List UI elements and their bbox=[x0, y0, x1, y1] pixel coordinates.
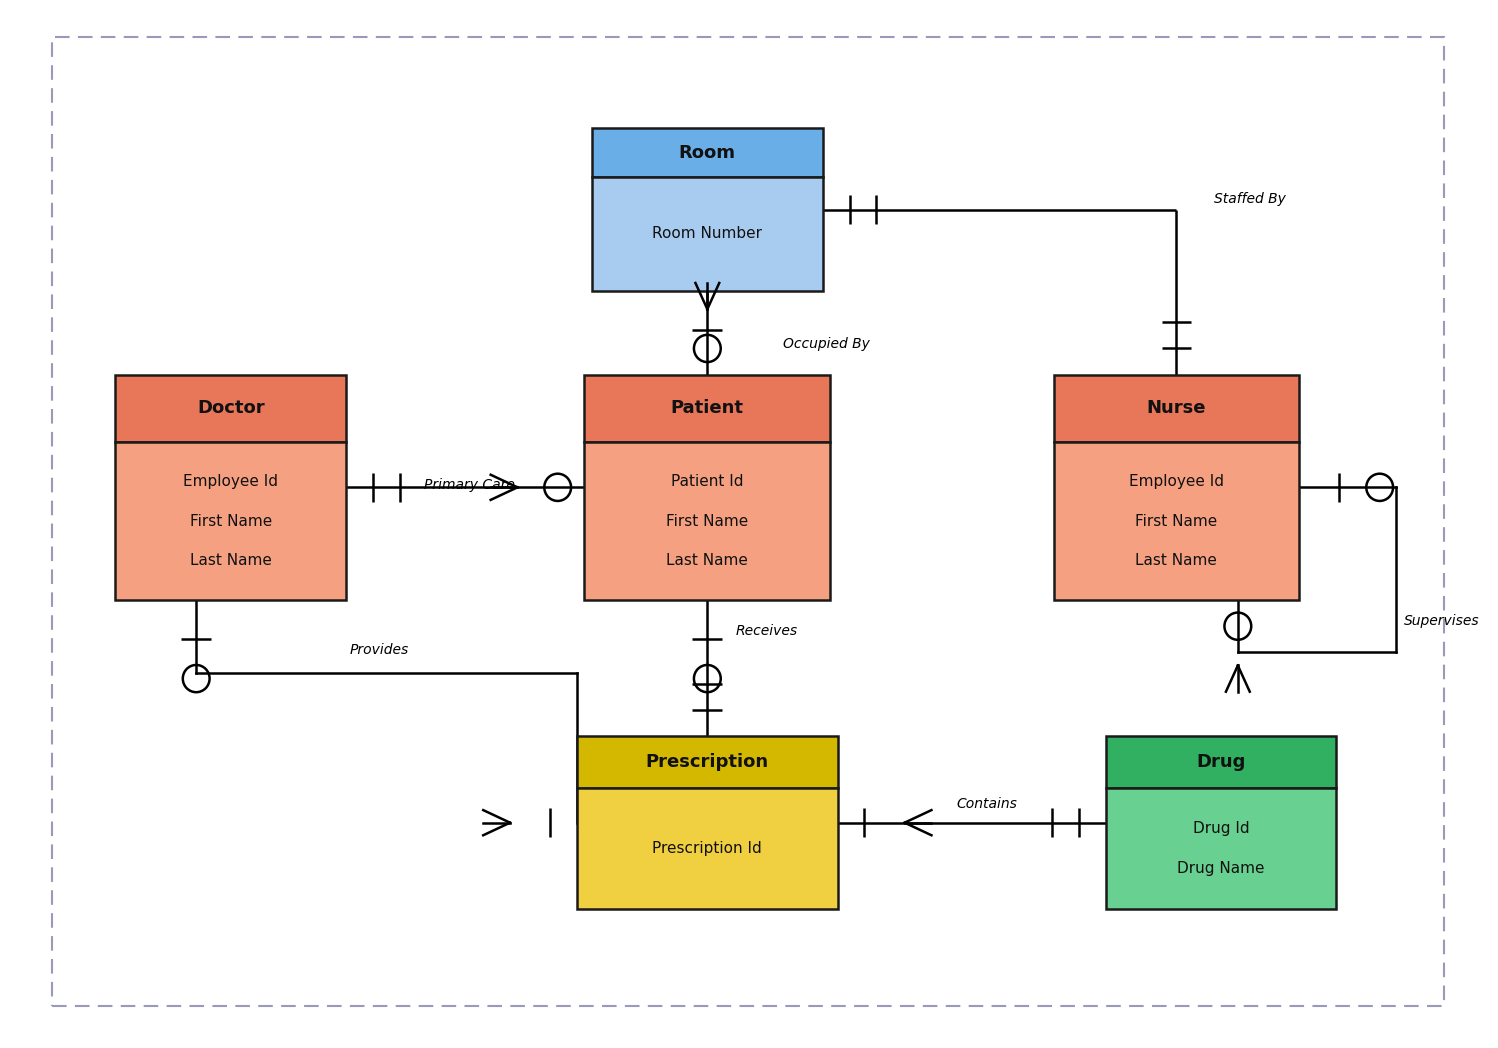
Text: Room: Room bbox=[679, 144, 736, 161]
Bar bbox=[115, 442, 346, 599]
Text: Contains: Contains bbox=[957, 796, 1017, 811]
Bar bbox=[592, 129, 822, 177]
Bar bbox=[115, 375, 346, 442]
Text: Provides: Provides bbox=[351, 643, 409, 657]
Text: Patient Id: Patient Id bbox=[671, 474, 743, 489]
Text: Doctor: Doctor bbox=[198, 399, 265, 417]
Text: First Name: First Name bbox=[667, 514, 749, 528]
Text: Prescription Id: Prescription Id bbox=[653, 842, 762, 856]
Bar bbox=[584, 375, 830, 442]
Bar bbox=[577, 788, 837, 909]
Bar bbox=[1053, 442, 1299, 599]
Text: First Name: First Name bbox=[190, 514, 273, 528]
Text: Employee Id: Employee Id bbox=[183, 474, 279, 489]
Text: Primary Care: Primary Care bbox=[424, 478, 514, 493]
Text: Drug Name: Drug Name bbox=[1177, 861, 1264, 876]
Text: Supervises: Supervises bbox=[1404, 614, 1479, 628]
Text: Nurse: Nurse bbox=[1146, 399, 1206, 417]
Bar bbox=[1053, 375, 1299, 442]
Text: Last Name: Last Name bbox=[190, 553, 271, 568]
Text: Staffed By: Staffed By bbox=[1213, 192, 1285, 206]
Text: Employee Id: Employee Id bbox=[1129, 474, 1224, 489]
Text: Prescription: Prescription bbox=[646, 754, 768, 771]
Bar bbox=[1106, 788, 1336, 909]
Text: Last Name: Last Name bbox=[1135, 553, 1218, 568]
Bar bbox=[1106, 736, 1336, 788]
Bar bbox=[577, 736, 837, 788]
Text: Room Number: Room Number bbox=[652, 226, 762, 241]
Text: Drug: Drug bbox=[1197, 754, 1246, 771]
Text: Receives: Receives bbox=[736, 624, 798, 638]
Text: Last Name: Last Name bbox=[667, 553, 749, 568]
Text: First Name: First Name bbox=[1135, 514, 1218, 528]
Bar bbox=[584, 442, 830, 599]
Bar bbox=[592, 177, 822, 290]
Text: Occupied By: Occupied By bbox=[783, 336, 870, 351]
Text: Patient: Patient bbox=[671, 399, 745, 417]
Text: Drug Id: Drug Id bbox=[1192, 821, 1249, 836]
